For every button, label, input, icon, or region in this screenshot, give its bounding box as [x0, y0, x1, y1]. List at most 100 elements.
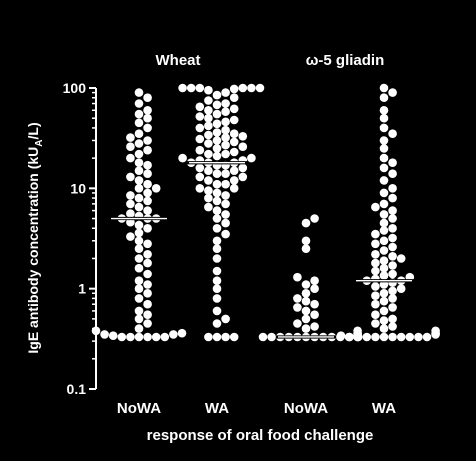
data-point — [388, 214, 397, 223]
data-point — [229, 104, 239, 114]
data-point — [379, 256, 389, 266]
data-point — [388, 224, 397, 233]
data-point — [388, 233, 397, 243]
data-point — [134, 314, 144, 324]
data-point — [371, 319, 380, 328]
data-point — [134, 276, 144, 286]
data-point — [371, 258, 380, 268]
data-point — [310, 284, 319, 294]
data-point — [134, 129, 144, 138]
data-point — [238, 132, 248, 141]
data-point — [204, 113, 213, 123]
data-point — [134, 176, 144, 185]
data-point — [229, 84, 239, 94]
data-point — [238, 83, 248, 93]
y-tick-label: 100 — [63, 80, 87, 96]
y-axis-label: IgE antibody concentration (kUA/L) — [25, 122, 45, 353]
data-point — [143, 332, 152, 342]
data-point — [388, 322, 397, 331]
data-point — [388, 129, 397, 138]
data-point — [126, 142, 135, 151]
data-point — [212, 90, 222, 100]
data-point — [143, 160, 152, 170]
data-point — [143, 258, 152, 268]
data-point — [238, 172, 248, 182]
data-point — [212, 128, 222, 137]
data-point — [293, 294, 302, 303]
data-point — [229, 176, 239, 185]
data-point — [221, 229, 230, 239]
median-lines — [109, 161, 414, 339]
data-point — [229, 129, 239, 138]
data-point — [134, 284, 144, 294]
data-point — [221, 191, 230, 200]
data-point — [388, 88, 397, 97]
data-point — [221, 210, 230, 219]
data-point — [143, 299, 152, 309]
data-point — [143, 188, 152, 198]
data-point — [388, 314, 397, 324]
data-point — [229, 93, 239, 102]
data-point — [379, 306, 389, 316]
data-point — [195, 112, 205, 121]
data-point — [388, 242, 397, 252]
data-point — [238, 142, 248, 151]
data-point — [212, 224, 222, 233]
data-point — [143, 169, 152, 178]
data-point — [91, 326, 101, 336]
data-point — [212, 294, 222, 303]
data-point — [310, 322, 319, 331]
data-point — [221, 125, 230, 135]
data-point — [134, 294, 144, 303]
data-point — [212, 266, 222, 276]
data-point — [134, 254, 144, 263]
data-point — [258, 332, 268, 342]
data-point — [379, 263, 389, 273]
data-point — [371, 282, 380, 291]
data-point — [195, 83, 205, 93]
x-axis-label: response of oral food challenge — [147, 427, 374, 444]
data-point — [134, 166, 144, 175]
data-point — [388, 303, 397, 312]
data-point — [371, 229, 380, 239]
data-point — [388, 251, 397, 261]
data-point — [396, 332, 406, 342]
data-point — [143, 196, 152, 206]
data-point — [204, 139, 213, 148]
data-point — [143, 310, 152, 320]
data-points — [91, 83, 440, 342]
data-point — [229, 332, 239, 342]
data-point — [301, 218, 311, 228]
panel-label-wheat: Wheat — [156, 52, 201, 69]
data-point — [293, 319, 302, 328]
data-point — [134, 236, 144, 246]
data-point — [212, 136, 222, 145]
data-point — [204, 85, 213, 95]
data-point — [134, 139, 144, 148]
data-point — [204, 176, 213, 185]
data-point — [379, 324, 389, 333]
data-point — [212, 144, 222, 153]
data-point — [151, 184, 161, 193]
data-point — [229, 147, 239, 157]
data-point — [379, 218, 389, 228]
data-point — [100, 330, 109, 339]
data-point — [134, 184, 144, 193]
data-point — [212, 306, 222, 316]
data-point — [143, 145, 152, 155]
data-point — [371, 250, 380, 259]
data-point — [229, 137, 239, 147]
data-point — [212, 119, 222, 129]
data-point — [204, 166, 213, 175]
data-point — [379, 144, 389, 153]
data-point — [195, 172, 205, 182]
data-point — [301, 324, 311, 333]
data-point — [388, 169, 397, 178]
data-point — [134, 220, 144, 230]
data-point — [388, 184, 397, 193]
data-point — [204, 106, 213, 115]
data-point — [143, 106, 152, 115]
data-point — [379, 163, 389, 173]
data-point — [301, 244, 311, 253]
data-point — [362, 332, 372, 342]
